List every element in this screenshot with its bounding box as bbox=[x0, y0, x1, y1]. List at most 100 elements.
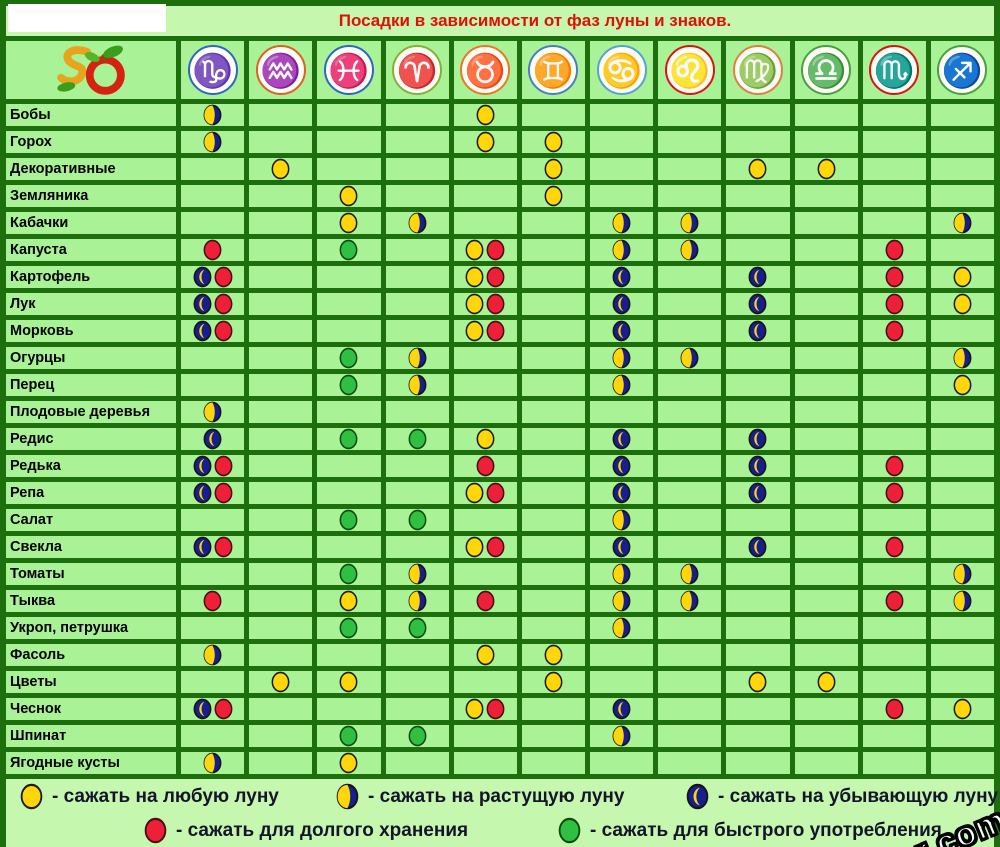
table-cell bbox=[862, 725, 926, 747]
table-cell bbox=[385, 725, 449, 747]
table-cell bbox=[181, 347, 245, 369]
table-cell bbox=[726, 617, 790, 639]
table-cell bbox=[862, 320, 926, 342]
moon-any-icon bbox=[953, 374, 972, 396]
table-cell bbox=[385, 347, 449, 369]
moon-waxing-icon bbox=[680, 239, 699, 261]
moon-any-icon bbox=[817, 671, 836, 693]
table-cell bbox=[249, 104, 313, 126]
table-cell bbox=[181, 482, 245, 504]
table-cell bbox=[453, 266, 517, 288]
table-cell bbox=[658, 185, 722, 207]
storage-red-icon bbox=[885, 239, 904, 261]
row-label: Плодовые деревья bbox=[6, 401, 176, 423]
moon-any-icon bbox=[476, 131, 495, 153]
zodiac-cancer-icon: ♋ bbox=[596, 45, 647, 95]
row-label: Шпинат bbox=[6, 725, 176, 747]
moon-any-icon bbox=[339, 590, 358, 612]
table-cell bbox=[794, 347, 858, 369]
storage-red-icon bbox=[885, 536, 904, 558]
zodiac-libra-icon: ♎ bbox=[801, 45, 852, 95]
moon-waning-icon bbox=[612, 455, 631, 477]
moon-waxing-icon bbox=[203, 104, 222, 126]
table-cell bbox=[249, 239, 313, 261]
table-cell bbox=[862, 644, 926, 666]
moon-waning-icon bbox=[686, 783, 709, 810]
storage-red-icon bbox=[486, 482, 505, 504]
table-cell bbox=[658, 158, 722, 180]
quick-green-icon bbox=[339, 428, 358, 450]
table-cell bbox=[181, 644, 245, 666]
table-cell bbox=[590, 293, 654, 315]
table-cell bbox=[794, 158, 858, 180]
table-cell bbox=[930, 401, 994, 423]
table-cell bbox=[862, 482, 926, 504]
table-cell bbox=[658, 698, 722, 720]
table-cell bbox=[658, 455, 722, 477]
moon-waxing-icon bbox=[203, 644, 222, 666]
quick-green-icon bbox=[339, 725, 358, 747]
table-cell bbox=[590, 455, 654, 477]
table-cell bbox=[181, 320, 245, 342]
table-cell bbox=[930, 752, 994, 774]
table-cell bbox=[726, 158, 790, 180]
table-cell bbox=[249, 455, 313, 477]
moon-waning-icon bbox=[748, 293, 767, 315]
zodiac-sagittarius-icon: ♐ bbox=[937, 45, 988, 95]
table-cell bbox=[726, 212, 790, 234]
table-cell bbox=[453, 212, 517, 234]
table-cell bbox=[794, 185, 858, 207]
table-cell bbox=[249, 320, 313, 342]
table-cell bbox=[794, 563, 858, 585]
table-cell bbox=[385, 158, 449, 180]
storage-red-icon bbox=[214, 455, 233, 477]
row-label: Салат bbox=[6, 509, 176, 531]
table-cell bbox=[521, 509, 585, 531]
moon-waning-icon bbox=[748, 482, 767, 504]
table-cell bbox=[794, 401, 858, 423]
table-cell bbox=[590, 131, 654, 153]
quick-green-icon bbox=[339, 347, 358, 369]
table-cell bbox=[453, 347, 517, 369]
moon-waxing-icon bbox=[408, 563, 427, 585]
table-cell bbox=[249, 266, 313, 288]
table-cell bbox=[521, 131, 585, 153]
table-cell bbox=[658, 563, 722, 585]
table-cell bbox=[181, 212, 245, 234]
table-cell bbox=[794, 617, 858, 639]
moon-waxing-icon bbox=[408, 347, 427, 369]
zodiac-pisces-icon: ♓ bbox=[323, 45, 374, 95]
table-cell bbox=[249, 698, 313, 720]
site-logo bbox=[6, 41, 176, 99]
table-cell bbox=[726, 644, 790, 666]
table-cell bbox=[862, 239, 926, 261]
table-cell bbox=[930, 104, 994, 126]
table-cell bbox=[726, 725, 790, 747]
moon-waxing-icon bbox=[612, 617, 631, 639]
legend-item: - сажать для быстрого употребления bbox=[558, 817, 942, 844]
table-cell bbox=[794, 644, 858, 666]
moon-any-icon bbox=[953, 266, 972, 288]
moon-any-icon bbox=[953, 698, 972, 720]
zodiac-aquarius-header: ♒ bbox=[249, 41, 313, 99]
row-label: Морковь bbox=[6, 320, 176, 342]
storage-red-icon bbox=[476, 455, 495, 477]
table-cell bbox=[385, 428, 449, 450]
zodiac-taurus-header: ♉ bbox=[453, 41, 517, 99]
moon-waxing-icon bbox=[680, 590, 699, 612]
table-cell bbox=[385, 239, 449, 261]
table-cell bbox=[181, 725, 245, 747]
table-cell bbox=[385, 617, 449, 639]
table-cell bbox=[249, 536, 313, 558]
moon-any-icon bbox=[465, 536, 484, 558]
moon-any-icon bbox=[465, 698, 484, 720]
table-cell bbox=[181, 752, 245, 774]
table-cell bbox=[862, 428, 926, 450]
moon-any-icon bbox=[465, 320, 484, 342]
table-cell bbox=[249, 428, 313, 450]
table-cell bbox=[862, 617, 926, 639]
table-cell bbox=[658, 617, 722, 639]
table-cell bbox=[317, 347, 381, 369]
table-cell bbox=[794, 239, 858, 261]
quick-green-icon bbox=[339, 374, 358, 396]
